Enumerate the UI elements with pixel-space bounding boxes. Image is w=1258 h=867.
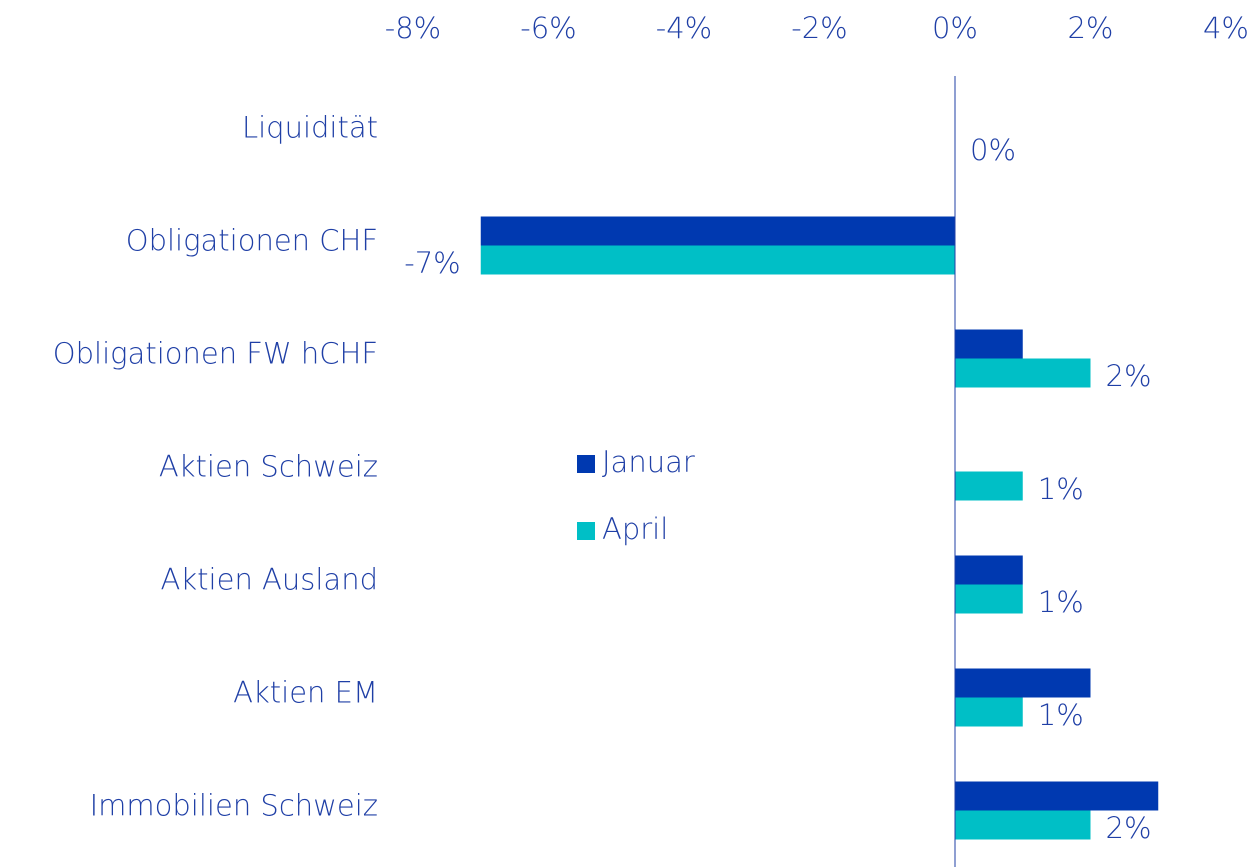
x-tick-label: 2%: [1067, 11, 1113, 45]
data-label: 1%: [1038, 698, 1084, 732]
x-tick-label: -4%: [656, 11, 712, 45]
data-label: 2%: [1106, 811, 1152, 845]
category-label: Aktien EM: [233, 676, 378, 710]
data-label: 0%: [970, 133, 1016, 167]
legend-swatch: [577, 522, 595, 540]
x-tick-label: -2%: [791, 11, 847, 45]
bar: [955, 781, 1159, 811]
legend-swatch: [577, 455, 595, 473]
bar: [480, 216, 955, 246]
bar: [955, 668, 1091, 698]
data-label: -7%: [404, 246, 460, 280]
x-tick-label: 0%: [932, 11, 978, 45]
bar: [955, 584, 1023, 614]
bar: [955, 329, 1023, 359]
data-label: 2%: [1106, 359, 1152, 393]
category-label: Immobilien Schweiz: [90, 789, 378, 823]
bar: [955, 471, 1023, 501]
bar: [480, 245, 955, 275]
x-tick-label: -8%: [385, 11, 441, 45]
legend-label: Januar: [602, 445, 695, 479]
category-label: Aktien Schweiz: [159, 450, 378, 484]
bar: [955, 697, 1023, 727]
category-label: Obligationen FW hCHF: [53, 337, 378, 371]
legend-label: April: [602, 512, 668, 546]
bar: [955, 810, 1091, 840]
x-tick-label: 4%: [1203, 11, 1249, 45]
category-label: Aktien Ausland: [161, 563, 378, 597]
category-label: Obligationen CHF: [126, 224, 378, 258]
bar: [955, 555, 1023, 585]
x-tick-label: -6%: [520, 11, 576, 45]
data-label: 1%: [1038, 472, 1084, 506]
bar: [955, 358, 1091, 388]
data-label: 1%: [1038, 585, 1084, 619]
category-label: Liquidität: [242, 111, 378, 145]
